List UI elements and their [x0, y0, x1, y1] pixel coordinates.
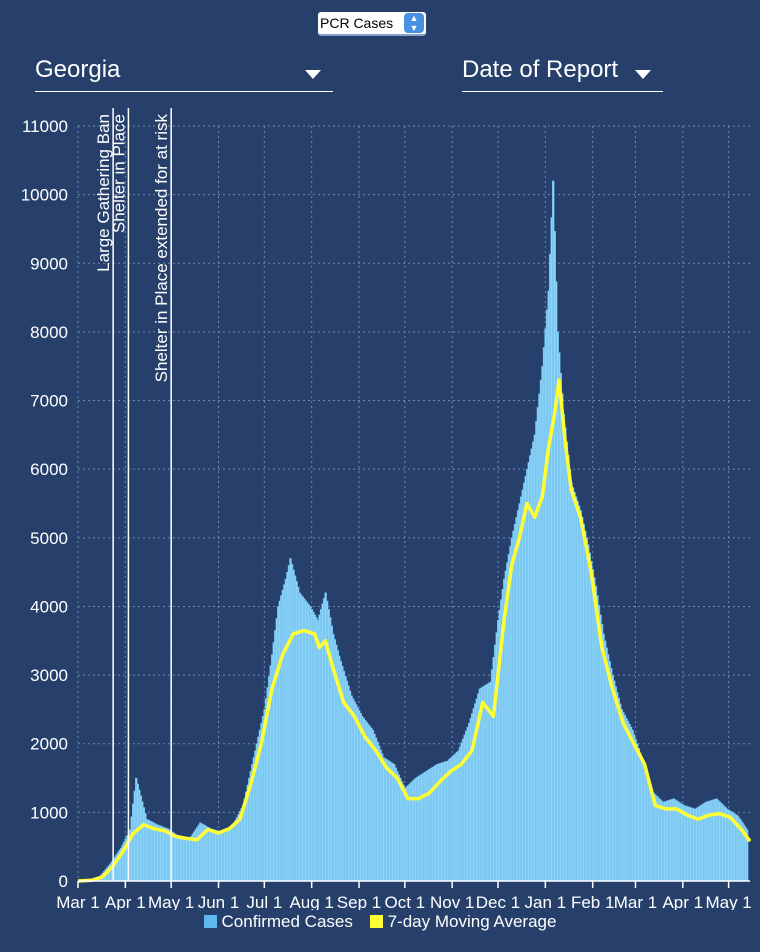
y-tick-label: 4000 [30, 597, 68, 616]
x-tick-label: May 1 [705, 893, 751, 910]
x-tick-label: Dec 1 [476, 893, 520, 910]
date-basis-dropdown[interactable]: Date of Report [462, 56, 663, 92]
stepper-arrows-icon[interactable]: ▲ ▼ [404, 13, 424, 33]
x-tick-label: Jun 1 [198, 893, 240, 910]
date-basis-dropdown-value: Date of Report [462, 56, 619, 83]
x-tick-label: Jan 1 [525, 893, 567, 910]
annotation-label: Large Gathering Ban [94, 114, 113, 272]
moving-average-group [77, 378, 752, 883]
legend-item-confirmed: Confirmed Cases [203, 912, 358, 931]
moving-average-line [77, 378, 752, 883]
x-tick-label: Aug 1 [289, 893, 333, 910]
annotation-label: Shelter in Place extended for at risk [152, 114, 171, 383]
y-tick-label: 1000 [30, 803, 68, 822]
legend-label-confirmed: Confirmed Cases [221, 912, 353, 931]
y-tick-label: 2000 [30, 735, 68, 754]
axes-group: 0 1000 2000 3000 4000 5000 6000 7000 8000 9000 100… [21, 117, 752, 910]
x-tick-label: Sep 1 [337, 893, 381, 910]
x-tick-label: Apr 1 [662, 893, 703, 910]
metric-select[interactable]: PCR Cases ▲ ▼ [318, 12, 426, 36]
state-dropdown-value: Georgia [35, 56, 121, 83]
x-tick-label: Nov 1 [430, 893, 474, 910]
legend-item-moving-average: 7-day Moving Average [369, 912, 557, 931]
x-tick-label: May 1 [148, 893, 194, 910]
y-tick-label: 11000 [22, 117, 68, 136]
bars-group [78, 180, 749, 882]
chart-legend: Confirmed Cases 7-day Moving Average [0, 912, 760, 932]
y-tick-label: 8000 [30, 323, 68, 342]
x-tick-label: Mar 1 [614, 893, 657, 910]
y-tick-label: 5000 [30, 529, 68, 548]
y-tick-label: 7000 [30, 392, 68, 411]
x-tick-label: Oct 1 [385, 893, 426, 910]
metric-select-value: PCR Cases [320, 15, 394, 31]
annotation-label: Shelter in Place [109, 114, 128, 233]
state-dropdown[interactable]: Georgia [35, 56, 333, 92]
x-tick-label: Feb 1 [571, 893, 614, 910]
y-tick-label: 0 [59, 872, 68, 891]
chart-grid [77, 125, 750, 881]
y-tick-label: 9000 [30, 254, 68, 273]
legend-swatch-moving-average [369, 915, 383, 928]
chevron-down-icon[interactable] [305, 70, 321, 79]
x-tick-label: Jul 1 [246, 893, 282, 910]
x-tick-label: Apr 1 [105, 893, 146, 910]
y-tick-label: 10000 [21, 186, 68, 205]
y-tick-label: 3000 [30, 666, 68, 685]
chevron-down-icon[interactable] [635, 70, 651, 79]
x-tick-label: Mar 1 [56, 893, 99, 910]
y-tick-label: 6000 [30, 460, 68, 479]
legend-swatch-confirmed [203, 915, 217, 928]
legend-label-moving-average: 7-day Moving Average [387, 912, 557, 931]
